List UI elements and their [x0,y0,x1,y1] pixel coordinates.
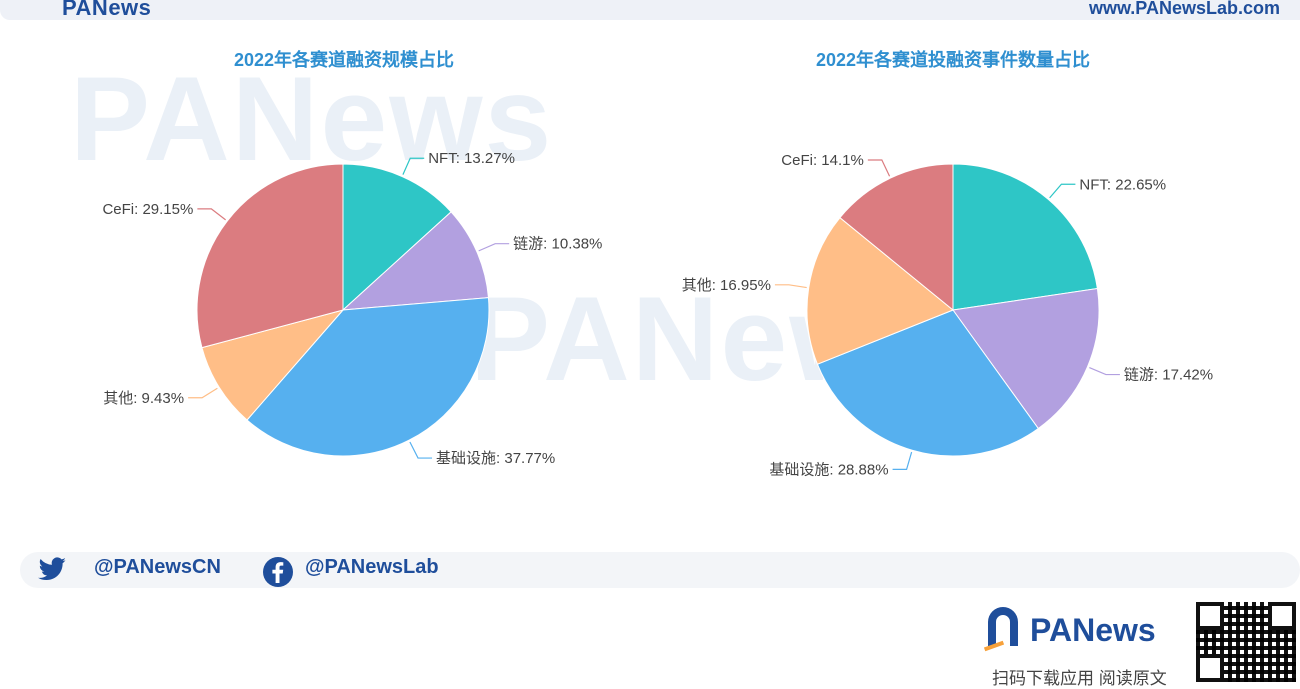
twitter-handle[interactable]: @PANewsCN [94,556,221,578]
qr-finder [1268,602,1296,630]
pie1-slice-3[interactable] [201,309,345,421]
pie1-leader-4 [197,208,226,221]
charts-canvas: NFT: 13.27% 链游: 10.38% 基础设施: 37.77% 其他: 9.4… [102,150,1213,478]
pie1-label-3: 其他: 9.43% [103,390,184,407]
pie2-leader-1 [1089,367,1120,376]
facebook-icon[interactable] [262,556,294,588]
pie1-label-2: 基础设施: 37.77% [436,450,555,467]
watermark-left: PANews [70,52,554,186]
pie1-leader-3 [188,387,218,399]
pie1-slice-4[interactable] [196,163,344,349]
chart-title-deal-count: 2022年各赛道投融资事件数量占比 [815,50,1091,70]
pie2-leader-2 [892,451,913,470]
pie1-label-0: NFT: 13.27% [428,150,515,167]
pie2-label-2: 基础设施: 28.88% [769,461,888,478]
pie2-label-1: 链游: 17.42% [1124,367,1213,384]
pie1-label-4: CeFi: 29.15% [102,201,193,218]
pie2-leader-0 [1049,183,1076,199]
qr-finder [1196,654,1224,682]
top-banner [0,0,1300,20]
pie1-leader-0 [402,157,425,175]
bottom-brand-logo: PANews [1030,612,1156,648]
pie1-slice-0[interactable] [342,163,452,312]
pie2-slice-3[interactable] [806,216,954,365]
pie2-leader-4 [867,159,891,177]
website-link[interactable]: www.PANewsLab.com [1088,0,1280,18]
pie2-label-0: NFT: 22.65% [1079,176,1166,193]
top-brand-logo: PANews [62,0,152,20]
pie2-leader-3 [774,284,807,289]
pie2-slice-1[interactable] [952,287,1100,430]
pie2-slice-0[interactable] [952,163,1098,311]
panews-logo-icon [984,607,1018,652]
twitter-icon[interactable] [36,556,68,584]
download-caption: 扫码下载应用 阅读原文 [992,669,1167,688]
qr-code[interactable] [1196,602,1296,682]
pie2-slice-2[interactable] [816,309,1039,457]
qr-finder [1196,602,1224,630]
pie1-leader-1 [478,243,510,252]
pie2-label-3: 其他: 16.95% [682,277,771,294]
pie1-slice-2[interactable] [246,297,490,457]
social-footer [20,552,1300,588]
pie2-label-4: CeFi: 14.1% [781,152,864,169]
pie1-label-1: 链游: 10.38% [513,236,602,253]
pie2-slice-4[interactable] [839,163,954,312]
facebook-handle[interactable]: @PANewsLab [305,556,439,578]
pie1-slice-1[interactable] [341,211,490,311]
pie1-leader-2 [409,441,433,459]
chart-title-funding-scale: 2022年各赛道融资规模占比 [233,50,455,70]
